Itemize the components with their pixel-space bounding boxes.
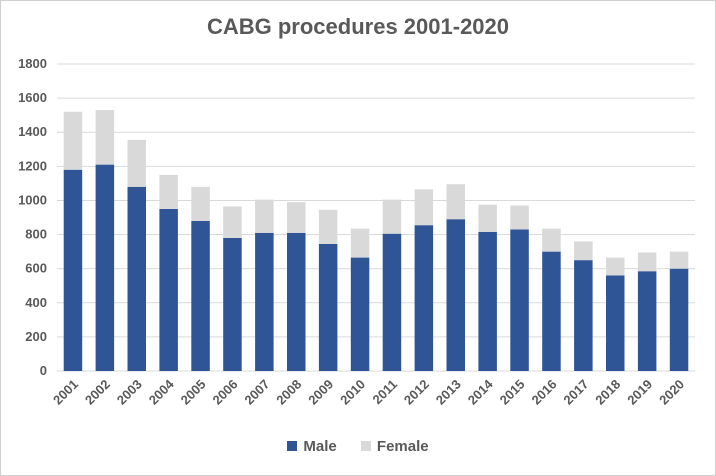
x-tick-label: 2014 bbox=[465, 376, 497, 408]
bar-male bbox=[446, 219, 466, 371]
bar-female bbox=[255, 199, 274, 233]
legend-swatch-female bbox=[360, 441, 371, 451]
legend-label-male: Male bbox=[303, 438, 337, 455]
bar-male bbox=[255, 232, 274, 371]
x-tick-label: 2018 bbox=[592, 377, 623, 408]
y-tick-label: 800 bbox=[25, 227, 47, 242]
bar-male bbox=[510, 229, 529, 371]
x-tick-label: 2002 bbox=[82, 377, 113, 408]
bar-female bbox=[574, 241, 593, 261]
x-tick-label: 2009 bbox=[305, 377, 336, 408]
x-tick-label: 2011 bbox=[370, 377, 401, 408]
bar-male bbox=[223, 237, 242, 371]
bar-female bbox=[510, 205, 529, 230]
chart-title: CABG procedures 2001-2020 bbox=[206, 14, 510, 39]
bar-female bbox=[637, 252, 657, 272]
legend-swatch-male bbox=[287, 441, 298, 451]
bar-female bbox=[542, 228, 561, 252]
bar-female bbox=[286, 202, 306, 233]
bar-male bbox=[350, 257, 370, 371]
y-tick-label: 1600 bbox=[18, 90, 47, 105]
legend: Male Female bbox=[0, 438, 716, 455]
bar-female bbox=[414, 189, 434, 226]
x-tick-label: 2007 bbox=[241, 377, 272, 408]
x-tick-label: 2020 bbox=[656, 377, 687, 408]
bar-male bbox=[637, 271, 657, 371]
bar-female bbox=[350, 228, 370, 258]
x-tick-label: 2005 bbox=[178, 377, 209, 408]
legend-item-male: Male bbox=[287, 438, 337, 455]
bar-female bbox=[382, 199, 402, 234]
y-tick-label: 600 bbox=[25, 261, 47, 276]
x-tick-label: 2001 bbox=[50, 377, 81, 408]
bar-female bbox=[223, 206, 242, 238]
x-tick-label: 2013 bbox=[433, 377, 464, 408]
legend-item-female: Female bbox=[360, 438, 429, 455]
x-tick-label: 2019 bbox=[624, 377, 655, 408]
x-tick-label: 2010 bbox=[337, 377, 368, 408]
bar-female bbox=[669, 251, 689, 269]
bar-male bbox=[191, 220, 210, 371]
bar-female bbox=[191, 186, 210, 221]
bar-male bbox=[414, 225, 434, 371]
bar-male bbox=[127, 186, 147, 371]
y-tick-label: 1000 bbox=[18, 192, 47, 207]
x-tick-label: 2012 bbox=[401, 377, 432, 408]
y-tick-label: 1800 bbox=[18, 56, 47, 71]
bar-female bbox=[478, 204, 497, 232]
y-tick-label: 1200 bbox=[18, 158, 47, 173]
bar-male bbox=[382, 233, 402, 371]
legend-label-female: Female bbox=[376, 438, 429, 455]
bar-female bbox=[95, 110, 115, 165]
bar-female bbox=[318, 209, 338, 244]
bar-male bbox=[542, 251, 561, 371]
bar-female bbox=[446, 184, 466, 220]
x-tick-label: 2017 bbox=[560, 377, 591, 408]
bar-female bbox=[127, 139, 147, 187]
bar-male bbox=[159, 208, 178, 371]
x-tick-label: 2003 bbox=[114, 377, 145, 408]
x-tick-label: 2006 bbox=[210, 377, 241, 408]
bar-male bbox=[574, 260, 593, 371]
bar-female bbox=[63, 111, 83, 170]
bar-male bbox=[478, 231, 497, 371]
bar-female bbox=[159, 174, 178, 209]
y-tick-label: 0 bbox=[40, 363, 47, 378]
bar-male bbox=[286, 232, 306, 371]
bar-male bbox=[95, 164, 115, 371]
bar-male bbox=[318, 243, 338, 371]
y-tick-label: 1400 bbox=[18, 124, 47, 139]
bar-male bbox=[669, 268, 689, 371]
bar-female bbox=[605, 257, 625, 276]
x-tick-label: 2015 bbox=[497, 377, 528, 408]
bar-male bbox=[63, 169, 83, 371]
x-tick-label: 2004 bbox=[146, 376, 178, 408]
x-tick-label: 2008 bbox=[273, 377, 304, 408]
x-tick-label: 2016 bbox=[529, 377, 560, 408]
y-tick-label: 200 bbox=[25, 329, 47, 344]
bar-male bbox=[605, 275, 625, 371]
y-tick-label: 400 bbox=[25, 295, 47, 310]
